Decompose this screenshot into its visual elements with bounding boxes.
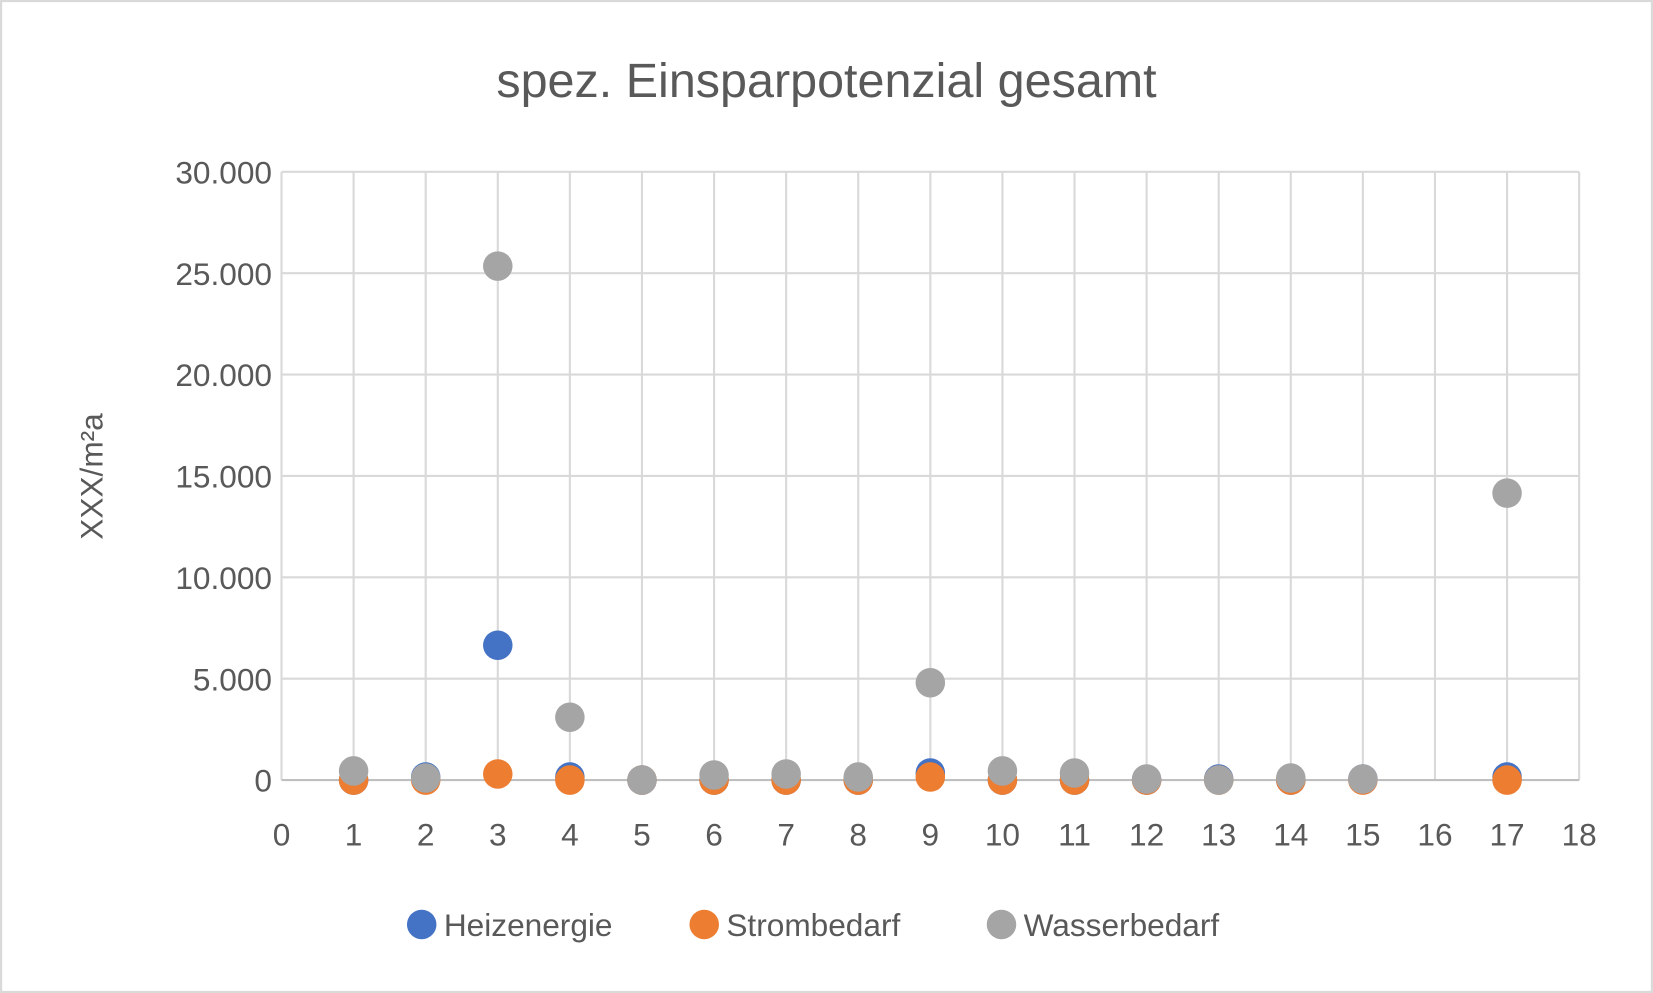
legend-label-strombedarf: Strombedarf [726,907,900,943]
point-wasserbedarf [771,759,801,789]
legend-label-heizenergie: Heizenergie [444,907,613,943]
point-wasserbedarf [843,762,873,792]
x-tick-label: 2 [417,816,435,852]
gridlines [280,170,1581,782]
point-wasserbedarf [1203,765,1234,795]
point-wasserbedarf [627,765,657,795]
x-tick-label: 16 [1417,816,1452,852]
y-tick-label: 10.000 [175,560,272,596]
x-tick-label: 4 [561,816,579,852]
x-tick-label: 7 [777,816,795,852]
data-points [338,251,1522,795]
point-wasserbedarf [338,756,369,786]
x-tick-label: 10 [985,816,1020,852]
chart-title: spez. Einsparpotenzial gesamt [496,54,1157,108]
point-strombedarf [915,762,946,792]
legend-marker-strombedarf [689,909,719,940]
x-tick-label: 15 [1345,816,1380,852]
y-tick-label: 25.000 [175,256,272,292]
x-tick-label: 13 [1201,816,1236,852]
x-tick-label: 8 [849,816,867,852]
x-tick-label: 5 [633,816,651,852]
x-tick-label: 17 [1489,816,1524,852]
point-strombedarf [555,765,585,795]
x-tick-labels: 0 1 2 3 4 5 6 7 8 9 10 11 12 13 14 15 16 17 18 [273,816,1597,852]
point-wasserbedarf [915,667,946,698]
y-tick-label: 15.000 [175,459,272,495]
point-heizenergie [483,630,513,660]
point-wasserbedarf [1131,764,1162,794]
x-tick-label: 18 [1562,816,1597,852]
legend-label-wasserbedarf: Wasserbedarf [1024,907,1220,943]
point-wasserbedarf [987,756,1018,786]
y-tick-label: 5.000 [193,661,272,697]
y-tick-label: 20.000 [175,357,272,393]
point-wasserbedarf [555,702,585,732]
y-tick-label: 30.000 [175,154,272,190]
x-tick-label: 1 [345,816,363,852]
point-wasserbedarf [699,760,729,790]
x-tick-label: 12 [1129,816,1164,852]
y-axis-label: XXX/m²a [73,413,109,540]
point-strombedarf [1492,765,1522,795]
x-tick-label: 0 [273,816,291,852]
point-wasserbedarf [483,251,513,281]
x-tick-label: 11 [1058,816,1091,852]
point-wasserbedarf [1492,478,1522,508]
legend: Heizenergie Strombedarf Wasserbedarf [406,907,1220,943]
x-tick-label: 9 [922,816,940,852]
x-tick-label: 6 [705,816,723,852]
y-tick-label: 0 [254,763,272,799]
point-wasserbedarf [410,763,441,793]
point-wasserbedarf [1059,758,1090,788]
point-strombedarf [483,759,513,789]
point-wasserbedarf [1348,764,1378,794]
legend-marker-wasserbedarf [986,909,1017,940]
y-tick-labels: 0 5.000 10.000 15.000 20.000 25.000 30.000 [175,154,272,798]
x-tick-label: 3 [489,816,507,852]
x-tick-label: 14 [1273,816,1308,852]
legend-marker-heizenergie [406,909,437,940]
point-wasserbedarf [1276,763,1306,793]
